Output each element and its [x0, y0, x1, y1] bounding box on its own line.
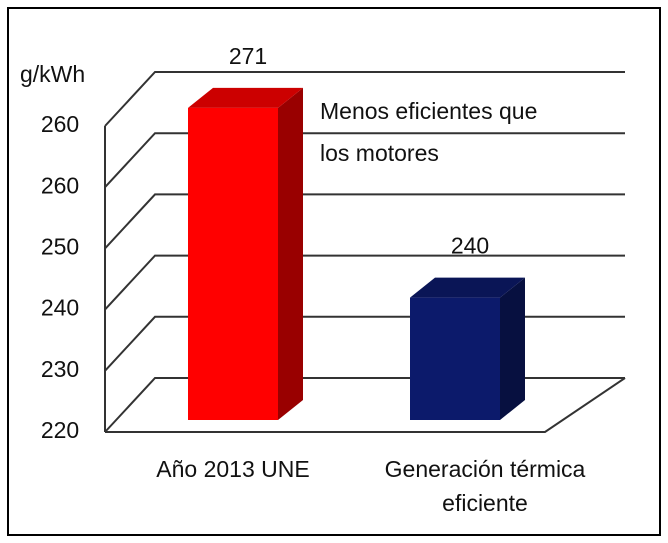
grid-line — [104, 71, 625, 127]
y-tick-label: 240 — [41, 295, 79, 321]
annotation: Menos eficientes que — [320, 98, 537, 124]
grid-line — [104, 193, 625, 250]
bar-top — [410, 277, 525, 298]
y-tick-label: 220 — [41, 417, 79, 443]
y-tick-label: 250 — [41, 233, 79, 259]
x-tick-label: Generación térmica eficiente — [384, 456, 586, 516]
y-tick-label: 230 — [41, 356, 79, 382]
bar-front — [410, 297, 500, 420]
floor — [105, 377, 626, 433]
grid-line — [104, 132, 625, 188]
x-tick-label: Año 2013 UNE — [156, 456, 310, 482]
bar-top — [188, 87, 303, 108]
y-axis-label: g/kWh — [20, 61, 85, 87]
annotation: los motores — [320, 140, 439, 166]
frame — [7, 7, 661, 536]
bar — [188, 87, 303, 420]
y-tick-label: 260 — [41, 172, 79, 198]
y-tick-label: 260 — [41, 111, 79, 137]
bar-front — [188, 107, 278, 420]
bar — [410, 277, 525, 420]
data-label: 271 — [229, 43, 267, 69]
bar-side — [278, 87, 303, 420]
data-label: 240 — [451, 233, 489, 259]
bar-side — [500, 277, 525, 420]
grid-line — [104, 254, 625, 311]
